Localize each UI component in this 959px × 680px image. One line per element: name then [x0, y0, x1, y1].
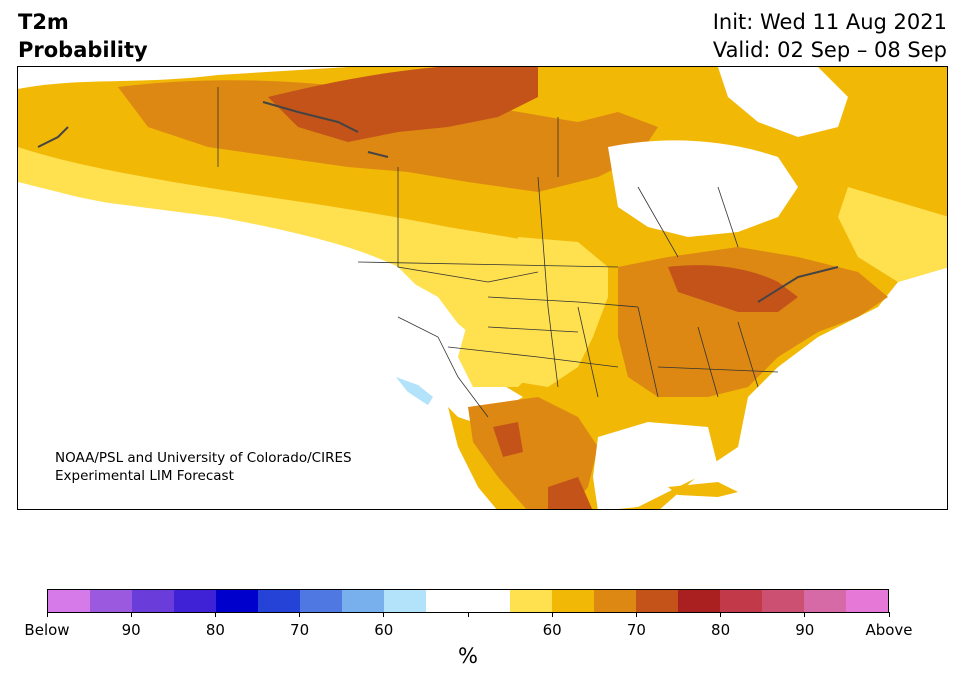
colorbar-tick-label: 60: [374, 621, 394, 639]
colorbar-segment: [300, 590, 342, 612]
zone-white-hudson: [608, 140, 798, 237]
rivers: [37, 101, 839, 303]
colorbar-segment: [48, 590, 90, 612]
zone-dark-orange-mexico: [493, 422, 523, 457]
colorbar-segment: [678, 590, 720, 612]
colorbar-tick: [635, 612, 637, 617]
colorbar-tick: [551, 612, 553, 617]
colorbar-segment: [342, 590, 384, 612]
date-info: Init: Wed 11 Aug 2021 Valid: 02 Sep – 08…: [713, 8, 947, 64]
zone-light-yellow-southwest: [458, 302, 538, 387]
colorbar-segment: [846, 590, 888, 612]
colorbar-segment: [426, 590, 468, 612]
zone-dark-orange-south: [548, 477, 593, 509]
credit-line-1: NOAA/PSL and University of Colorado/CIRE…: [55, 450, 352, 466]
zone-white-arctic: [718, 67, 848, 137]
borders: [217, 87, 779, 418]
colorbar-tick-label: 90: [121, 621, 141, 639]
colorbar-segment: [804, 590, 846, 612]
probability-map: [17, 66, 948, 510]
zone-light-blue-coast: [396, 377, 433, 405]
colorbar-tick: [888, 612, 890, 617]
init-date: Init: Wed 11 Aug 2021: [712, 10, 947, 34]
colorbar-segment: [384, 590, 426, 612]
colorbar-tick-label: 80: [205, 621, 225, 639]
colorbar-segment: [510, 590, 552, 612]
colorbar-segment: [636, 590, 678, 612]
zone-orange-north: [118, 80, 658, 192]
credit-line-2: Experimental LIM Forecast: [55, 468, 234, 484]
colorbar-unit: %: [458, 644, 478, 668]
zone-dark-orange-lakes: [668, 265, 798, 312]
colorbar-tick-label: 70: [290, 621, 310, 639]
zone-light-yellow-west: [18, 147, 558, 387]
map-title: T2m Probability: [18, 8, 148, 64]
colorbar-tick-label: 80: [711, 621, 731, 639]
colorbar-tick: [467, 612, 469, 617]
title-line-2: Probability: [18, 38, 148, 62]
colorbar-segment: [174, 590, 216, 612]
colorbar-segment: [552, 590, 594, 612]
colorbar-segment: [216, 590, 258, 612]
map-svg: [18, 67, 947, 509]
zone-light-yellow-east: [838, 187, 947, 282]
colorbar-segment: [258, 590, 300, 612]
title-line-1: T2m: [18, 10, 69, 34]
colorbar-tick: [299, 612, 301, 617]
ocean-pacific: [18, 217, 488, 509]
colorbar-segment: [90, 590, 132, 612]
credit-text: NOAA/PSL and University of Colorado/CIRE…: [55, 449, 352, 485]
valid-date: Valid: 02 Sep – 08 Sep: [712, 38, 947, 62]
colorbar-tick: [130, 612, 132, 617]
ocean-gulf: [593, 422, 718, 509]
colorbar-tick-label: Below: [24, 621, 70, 639]
zone-orange-mexico: [468, 397, 598, 509]
colorbar-tick: [720, 612, 722, 617]
colorbar-tick-label: 70: [626, 621, 646, 639]
ocean-atlantic: [718, 267, 947, 509]
colorbar-segment: [468, 590, 510, 612]
colorbar-tick: [46, 612, 48, 617]
zone-dark-orange-north: [268, 67, 538, 142]
colorbar-tick: [214, 612, 216, 617]
colorbar-tick-label: 90: [795, 621, 815, 639]
colorbar-tick: [804, 612, 806, 617]
colorbar-segment: [762, 590, 804, 612]
colorbar-segment: [720, 590, 762, 612]
colorbar-tick-label: Above: [865, 621, 913, 639]
probability-colorbar: [47, 589, 889, 613]
colorbar-segment: [132, 590, 174, 612]
colorbar-tick-label: 60: [542, 621, 562, 639]
colorbar-tick: [383, 612, 385, 617]
colorbar-segment: [594, 590, 636, 612]
zone-yellow-caribbean: [668, 482, 738, 497]
